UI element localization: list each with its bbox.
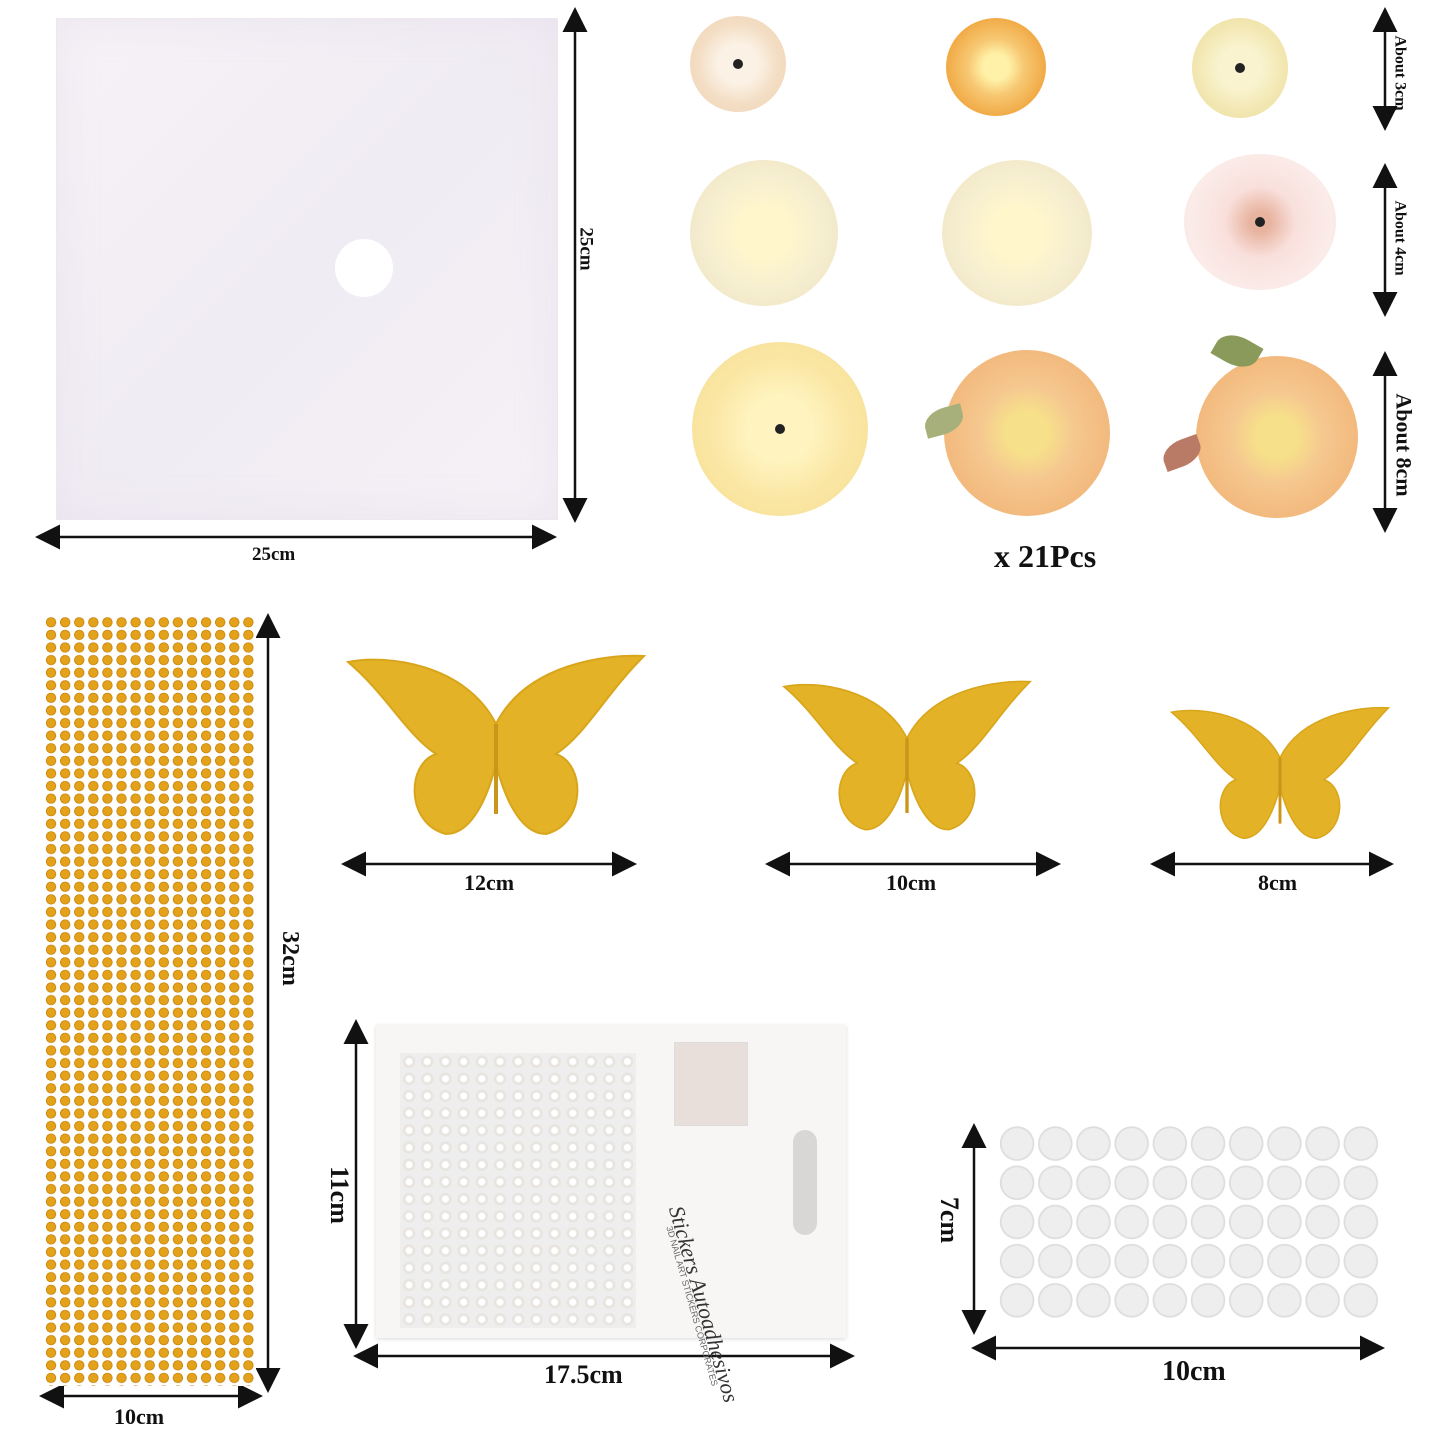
hang-slot — [793, 1130, 817, 1235]
rhinestone-width-label: 10cm — [114, 1404, 165, 1429]
pearl-width-label: 17.5cm — [544, 1360, 623, 1389]
flower-yellow-large — [692, 342, 868, 516]
flower-orange-small — [946, 18, 1046, 116]
butterfly-small-icon — [1170, 706, 1390, 840]
butterfly-large-icon — [346, 654, 646, 836]
butterfly-medium-label: 10cm — [886, 870, 937, 895]
pearl-grid — [400, 1053, 636, 1328]
flower-peach-rose-2 — [1196, 356, 1358, 518]
dots-height-label: 7cm — [935, 1196, 965, 1244]
pearl-height-label: 11cm — [324, 1166, 354, 1224]
sheet-height-label: 25cm — [575, 227, 597, 271]
eye-image — [674, 1042, 748, 1126]
sheet-hole — [335, 239, 393, 297]
rhinestone-height-label: 32cm — [276, 931, 303, 986]
flower-white-medium-2 — [942, 160, 1092, 306]
flower-pink-medium — [1184, 154, 1336, 290]
flower-ivory-small — [1192, 18, 1288, 118]
flower-peach-rose-1 — [944, 350, 1110, 516]
flower-row2-label: About 4cm — [1391, 200, 1409, 276]
flower-row3-label: About 8cm — [1391, 393, 1417, 497]
glue-dots-sheet — [998, 1124, 1380, 1320]
butterfly-large-label: 12cm — [464, 870, 515, 895]
flower-count-label: x 21Pcs — [994, 538, 1097, 574]
butterfly-small-label: 8cm — [1258, 870, 1298, 895]
rhinestone-strip — [44, 616, 256, 1386]
sheet-width-label: 25cm — [252, 544, 296, 565]
dots-width-label: 10cm — [1162, 1356, 1226, 1387]
butterfly-medium-icon — [782, 680, 1032, 831]
pearl-sticker-card: Stickers Autoadhesivos 3D NAIL ART STICK… — [376, 1025, 846, 1405]
flower-row1-label: About 3cm — [1391, 35, 1409, 111]
glitter-sheet — [56, 18, 558, 520]
flower-white-medium-1 — [690, 160, 838, 306]
flower-cream-small — [690, 16, 786, 112]
